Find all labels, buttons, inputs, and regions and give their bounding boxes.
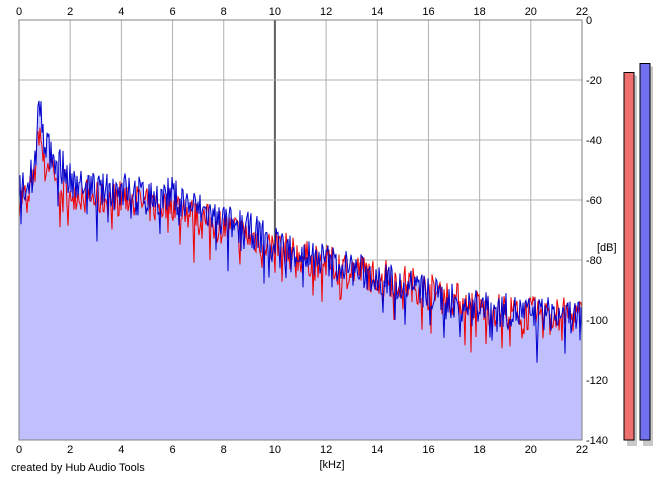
- y-tick-label: -80: [586, 255, 602, 267]
- y-tick-label: 0: [586, 15, 592, 27]
- x-tick-label-top: 20: [525, 6, 537, 18]
- y-tick-labels: 0 -20 -40 -60 -80 -100 -120 -140: [586, 15, 608, 447]
- y-tick-label: -60: [586, 195, 602, 207]
- y-axis-label: [dB]: [597, 242, 617, 254]
- level-meters: [623, 63, 653, 446]
- credit-text: created by Hub Audio Tools: [11, 462, 145, 474]
- x-tick-label-top: 18: [474, 6, 486, 18]
- x-tick-label-bottom: 10: [269, 444, 281, 456]
- series-blue-line: [18, 100, 583, 363]
- x-tick-label-top: 14: [371, 6, 383, 18]
- x-tick-label-bottom: 20: [525, 444, 537, 456]
- x-tick-label-bottom: 16: [422, 444, 434, 456]
- level-meter-bar: [639, 63, 651, 441]
- plot-border: [18, 19, 583, 441]
- x-tick-label-top: 16: [422, 6, 434, 18]
- level-meter-bar: [623, 72, 635, 441]
- x-tick-label-bottom: 6: [169, 444, 175, 456]
- y-tick-label: -40: [586, 135, 602, 147]
- x-tick-label-bottom: 4: [118, 444, 124, 456]
- x-axis-label: [kHz]: [319, 459, 344, 471]
- x-tick-label-top: 8: [221, 6, 227, 18]
- y-tick-label: -120: [586, 375, 608, 387]
- x-tick-label-bottom: 22: [576, 444, 588, 456]
- x-tick-label-top: 4: [118, 6, 124, 18]
- x-tick-label-top: 0: [16, 6, 22, 18]
- x-tick-label-top: 6: [169, 6, 175, 18]
- x-tick-label-bottom: 18: [474, 444, 486, 456]
- y-tick-label: -100: [586, 315, 608, 327]
- x-tick-label-bottom: 14: [371, 444, 383, 456]
- y-tick-label: -20: [586, 75, 602, 87]
- x-tick-label-top: 22: [576, 6, 588, 18]
- x-tick-label-top: 12: [320, 6, 332, 18]
- x-tick-label-bottom: 2: [67, 444, 73, 456]
- x-tick-label-top: 10: [269, 6, 281, 18]
- x-tick-labels-top: 0 2 4 6 8 10 12 14 16 18 20 22: [16, 6, 588, 18]
- x-tick-label-bottom: 0: [16, 444, 22, 456]
- x-tick-label-top: 2: [67, 6, 73, 18]
- x-tick-label-bottom: 8: [221, 444, 227, 456]
- x-tick-label-bottom: 12: [320, 444, 332, 456]
- x-tick-labels-bottom: 0 2 4 6 8 10 12 14 16 18 20 22: [16, 444, 588, 456]
- y-tick-label: -140: [586, 435, 608, 447]
